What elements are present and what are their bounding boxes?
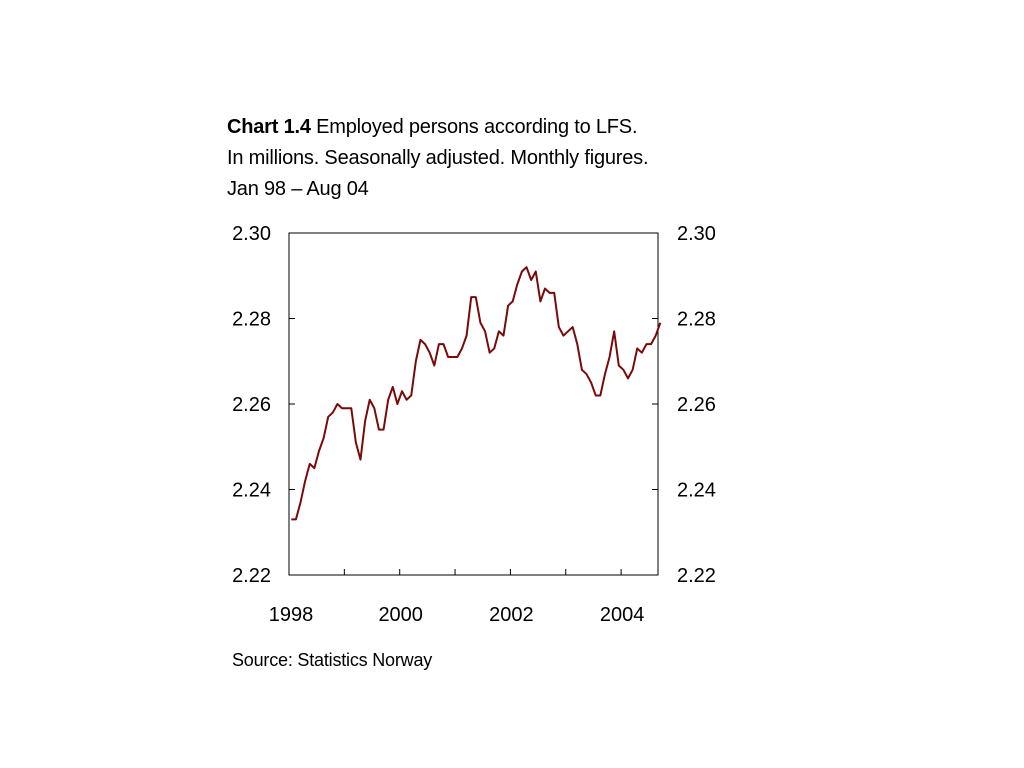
y-tick-label-left: 2.28	[232, 309, 271, 331]
y-tick-label-left: 2.26	[232, 394, 271, 416]
y-tick-label-left: 2.24	[232, 480, 271, 502]
chart-title-line3: Jan 98 – Aug 04	[227, 178, 369, 200]
series-layer	[291, 266, 662, 521]
chart-title-line2: In millions. Seasonally adjusted. Monthl…	[227, 147, 649, 169]
y-tick-label-right: 2.24	[677, 480, 716, 502]
chart-number: Chart 1.4	[227, 116, 311, 138]
y-tick-label-right: 2.28	[677, 309, 716, 331]
x-tick-label: 2002	[489, 604, 534, 626]
chart-title-line1: Employed persons according to LFS.	[316, 116, 638, 138]
x-tick-label: 1998	[269, 604, 314, 626]
axes	[288, 232, 659, 576]
y-tick-label-right: 2.22	[677, 565, 716, 587]
plot-frame	[288, 232, 659, 576]
series-line	[291, 266, 662, 521]
x-tick-label: 2000	[378, 604, 423, 626]
y-tick-label-right: 2.26	[677, 394, 716, 416]
x-tick-label: 2004	[600, 604, 645, 626]
y-tick-label-left: 2.30	[232, 223, 271, 245]
y-tick-label-left: 2.22	[232, 565, 271, 587]
chart-title: Chart 1.4 Employed persons according to …	[227, 112, 649, 205]
tick-labels: 2.22 2.22 2.24 2.24 2.26 2.26 2.28 2.28 2.30 2.30…	[232, 223, 716, 626]
y-tick-label-right: 2.30	[677, 223, 716, 245]
source-note: Source: Statistics Norway	[232, 650, 433, 670]
